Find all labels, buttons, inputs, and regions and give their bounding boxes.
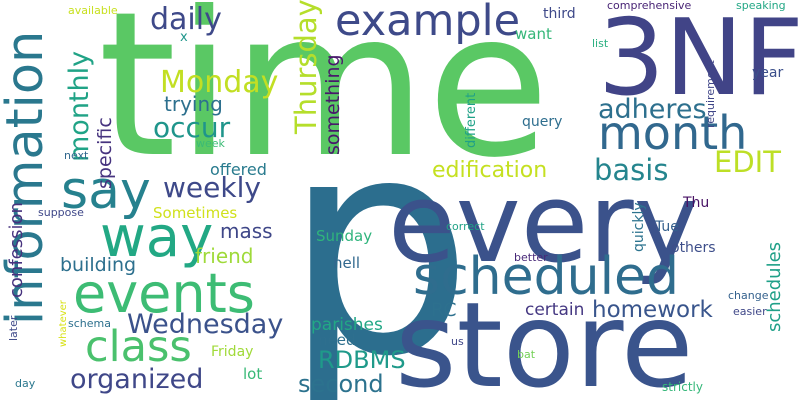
word-say: say [61,161,151,221]
word-hell: hell [333,254,361,272]
word-daily: daily [150,2,222,37]
word-change: change [728,289,769,302]
word-thu: Thu [683,195,710,211]
word-weekly: weekly [163,171,261,204]
word-bat: bat [517,348,536,361]
word-suppose: suppose [38,206,84,219]
word-occur: occur [153,111,231,144]
word-friday: Friday [211,344,254,360]
word-way: way [100,205,214,270]
word-p: p [283,73,474,400]
word-building: building [60,254,137,276]
word-comprehensive: comprehensive [607,0,692,12]
word-second: second [298,370,384,398]
word-offered: offered [210,160,267,179]
word-others: others [671,240,716,256]
word-want: want [515,25,552,43]
word-certain: certain [525,300,585,320]
word-specific: specific [94,117,116,189]
word-query: query [522,114,563,130]
word-events: events [73,262,255,325]
word-trying: trying [164,92,223,116]
word-adheres: adheres [598,94,707,125]
word-year: year [752,65,784,81]
word-x: x [180,30,188,45]
word-day: day [15,377,36,390]
word-easier: easier [733,305,767,318]
word-correct: correct [446,220,485,233]
word-class: class [85,322,192,372]
word-confession: confession [6,202,27,298]
word-scheduled: scheduled [413,247,680,307]
word-edification: edification [432,158,548,183]
word-store: store [395,276,694,400]
word-list: list [592,37,609,50]
word-better: better [514,251,548,264]
word-rdbms: RDBMS [318,346,406,374]
word-next: next [64,149,89,162]
word-speaking: speaking [736,0,786,12]
word-week: week [196,137,225,150]
word-quickly: quickly [631,202,647,252]
word-schedules: schedules [764,241,785,332]
word-requirement: requirement [704,60,717,128]
word-different: different [464,92,479,148]
word-sunday: Sunday [316,227,373,245]
word-something: something [322,54,344,155]
word-organized: organized [70,364,204,395]
word-later: later [7,315,20,341]
word-time: time [98,0,550,202]
word-thursday: Thursday [289,0,323,134]
word-monday: Monday [160,65,279,100]
word-schema: schema [68,317,111,330]
word-month: month [598,106,748,160]
word-available: available [68,4,118,17]
word-friend: friend [195,244,254,268]
word-sometimes: Sometimes [153,204,238,222]
word-3nf: 3NF [598,0,800,119]
word-example: example [335,0,521,46]
word-strictly: strictly [662,380,703,394]
word-parishes: parishes [311,315,383,335]
word-mass: mass [220,219,273,243]
word-basis: basis [594,153,669,187]
word-every: every [388,159,699,287]
word-rc: RC [431,299,457,321]
word-third: third [543,6,576,22]
word-monthly: monthly [64,50,95,162]
word-us: us [451,335,464,348]
word-homework: homework [592,297,713,323]
word-lot: lot [243,365,263,383]
word-tue: Tue [655,219,679,235]
word-need: need [318,331,356,349]
word-edit: EDIT [714,145,781,179]
word-wednesday: Wednesday [127,309,284,340]
